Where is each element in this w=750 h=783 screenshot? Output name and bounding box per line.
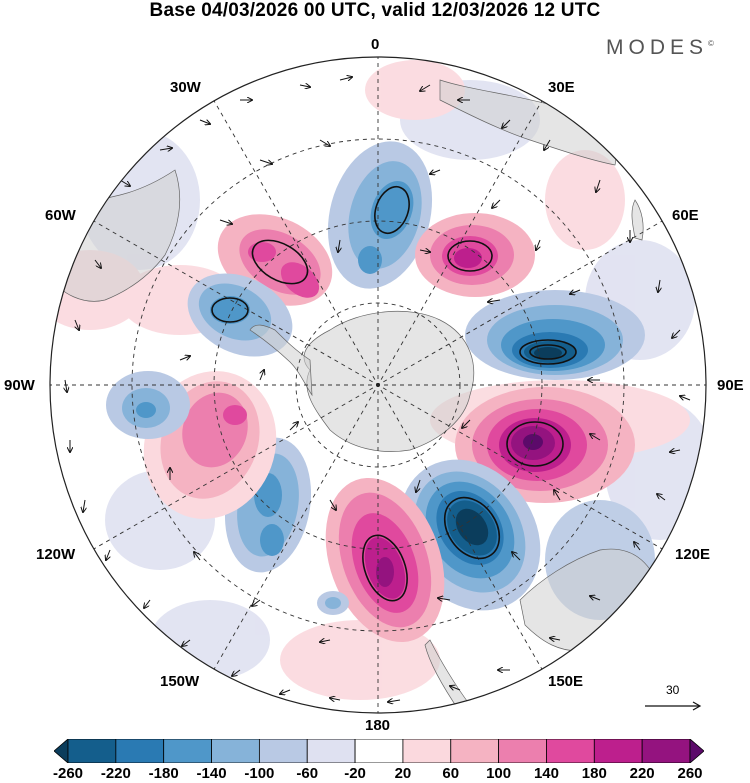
south-pole-marker bbox=[376, 383, 380, 387]
colorbar-tick-label: -20 bbox=[344, 765, 366, 782]
colorbar-extend-low bbox=[54, 739, 69, 763]
modes-logo: MODES© bbox=[606, 36, 714, 60]
colorbar-tick-label: 220 bbox=[629, 765, 655, 782]
africa bbox=[439, 79, 617, 166]
colorbar-tick-label: 100 bbox=[486, 765, 512, 782]
colorbar-bin bbox=[115, 739, 165, 763]
brand-mark: © bbox=[708, 39, 714, 48]
lon-label-150e: 150E bbox=[548, 673, 584, 690]
lon-label-30w: 30W bbox=[170, 79, 201, 96]
colorbar-bin bbox=[163, 739, 212, 763]
wind-vectors bbox=[65, 77, 691, 702]
colorbar-bin bbox=[402, 739, 452, 763]
colorbar-bin bbox=[211, 739, 260, 763]
lon-label-120e: 120E bbox=[675, 546, 711, 563]
lon-label-60e: 60E bbox=[672, 207, 699, 224]
colorbar-tick-label: 140 bbox=[533, 765, 559, 782]
colorbar-tick-label: -260 bbox=[52, 765, 84, 782]
colorbar-bin bbox=[67, 739, 117, 763]
anomaly-negative-west bbox=[106, 371, 190, 439]
lon-label-90w: 90W bbox=[4, 377, 35, 394]
colorbar-tick-label: -100 bbox=[244, 765, 275, 782]
map-boundary bbox=[49, 56, 707, 714]
anomaly-negative-east bbox=[465, 290, 645, 380]
lon-label-90e: 90E bbox=[717, 377, 744, 394]
lon-label-120w: 120W bbox=[36, 546, 76, 563]
lon-label-30e: 30E bbox=[548, 79, 575, 96]
colorbar-bin bbox=[306, 739, 356, 763]
colorbar-tick-label: 60 bbox=[442, 765, 460, 782]
anomaly-positive-south bbox=[325, 477, 445, 643]
colorbar-bin bbox=[354, 739, 404, 763]
south-america bbox=[50, 169, 181, 302]
madagascar bbox=[631, 199, 644, 241]
colorbar-tick-label: 260 bbox=[677, 765, 703, 782]
colorbar-bin bbox=[450, 739, 500, 763]
colorbar-tick-label: -180 bbox=[148, 765, 179, 782]
contour-lines bbox=[211, 185, 577, 602]
lon-label-150w: 150W bbox=[160, 673, 200, 690]
colorbar-bin bbox=[258, 739, 308, 763]
colorbar-bin bbox=[546, 739, 595, 763]
brand-text: MODES bbox=[606, 36, 709, 59]
colorbar-extend-high bbox=[689, 739, 704, 763]
colorbar-tick-label: -220 bbox=[100, 765, 131, 782]
colorbar-bin bbox=[593, 739, 643, 763]
anomaly-positive-east bbox=[455, 387, 635, 503]
colorbar-bin bbox=[498, 739, 547, 763]
colorbar bbox=[54, 739, 704, 763]
map-title: Base 04/03/2026 00 UTC, valid 12/03/2026… bbox=[149, 0, 601, 21]
colorbar-tick-label: -140 bbox=[196, 765, 227, 782]
colorbar-tick-label: -60 bbox=[296, 765, 319, 782]
colorbar-tick-label: 20 bbox=[394, 765, 412, 782]
reference-vector-label: 30 bbox=[666, 683, 680, 697]
lon-label-180: 180 bbox=[365, 717, 391, 734]
anomaly-positive-ne bbox=[415, 213, 535, 297]
lon-label-0: 0 bbox=[371, 36, 380, 53]
reference-vector-arrow bbox=[645, 701, 702, 711]
colorbar-bin bbox=[641, 739, 691, 763]
colorbar-tick-label: 180 bbox=[581, 765, 607, 782]
lon-label-60w: 60W bbox=[45, 207, 76, 224]
anomaly-negative-north bbox=[327, 141, 433, 289]
